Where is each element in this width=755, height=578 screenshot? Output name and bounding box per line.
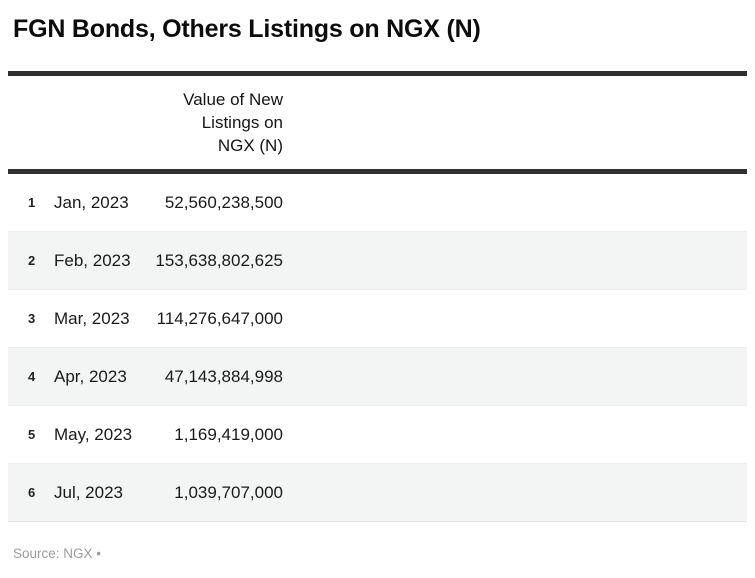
row-value: 52,560,238,500 <box>164 192 283 212</box>
table-row: 2 Feb, 2023 153,638,802,625 <box>8 232 747 290</box>
table-header-row: Value of New Listings on NGX (N) <box>8 76 747 169</box>
row-month: Jul, 2023 <box>54 483 123 502</box>
row-month: Mar, 2023 <box>54 309 130 328</box>
row-value: 1,169,419,000 <box>174 424 283 444</box>
table-body: 1 Jan, 2023 52,560,238,500 2 Feb, 2023 1… <box>8 174 747 522</box>
header-rule <box>8 169 747 174</box>
table-row: 4 Apr, 2023 47,143,884,998 <box>8 348 747 406</box>
top-rule <box>8 71 747 76</box>
row-value: 114,276,647,000 <box>156 308 283 328</box>
row-index: 5 <box>28 427 36 442</box>
value-column-header: Value of New Listings on NGX (N) <box>183 90 283 155</box>
table-row: 3 Mar, 2023 114,276,647,000 <box>8 290 747 348</box>
row-index: 2 <box>28 253 36 268</box>
table-row: 6 Jul, 2023 1,039,707,000 <box>8 464 747 522</box>
row-index: 3 <box>28 311 36 326</box>
source-caption: Source: NGX • <box>13 546 102 561</box>
row-month: Feb, 2023 <box>54 251 131 270</box>
chart-title: FGN Bonds, Others Listings on NGX (N) <box>13 15 481 43</box>
table-row: 1 Jan, 2023 52,560,238,500 <box>8 174 747 232</box>
header-cell-value: Value of New Listings on NGX (N) <box>134 88 283 157</box>
row-month: Apr, 2023 <box>54 367 127 386</box>
row-value: 47,143,884,998 <box>164 366 283 386</box>
row-index: 6 <box>28 485 36 500</box>
row-index: 4 <box>28 369 36 384</box>
row-month: May, 2023 <box>54 425 133 444</box>
row-index: 1 <box>28 195 36 210</box>
row-value: 153,638,802,625 <box>155 250 283 270</box>
table-row: 5 May, 2023 1,169,419,000 <box>8 406 747 464</box>
row-value: 1,039,707,000 <box>174 482 283 502</box>
row-month: Jan, 2023 <box>54 193 129 212</box>
